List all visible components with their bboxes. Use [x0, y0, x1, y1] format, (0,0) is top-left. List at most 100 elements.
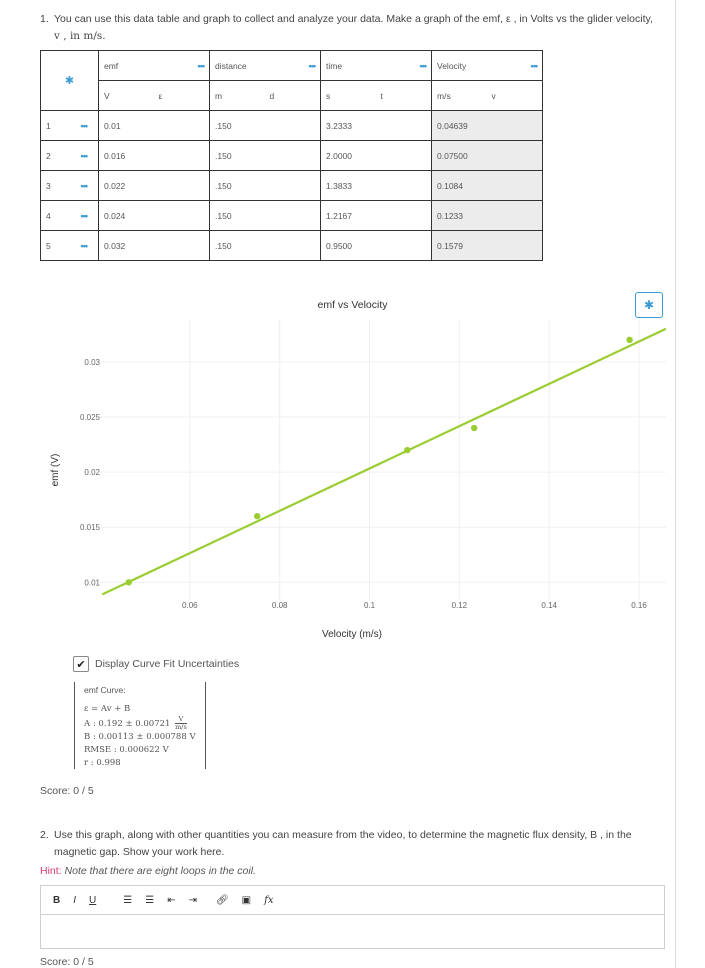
row-menu-icon[interactable]: ••• [80, 120, 89, 131]
y-tick-label: 0.03 [84, 358, 100, 367]
data-point [470, 424, 478, 432]
image-icon[interactable]: ▣ [241, 894, 252, 906]
x-axis-label: Velocity (m/s) [322, 629, 382, 640]
unit-numerator: V [175, 716, 187, 724]
y-tick-label: 0.025 [80, 413, 101, 422]
cell-emf[interactable]: 0.01 [98, 110, 210, 141]
table-row: 2 ••• 0.016 .150 2.0000 0.07500 [40, 140, 543, 171]
fit-equation: ε = Av + B [84, 704, 131, 714]
x-tick-labels: 0.06 0.08 0.1 0.12 0.14 0.16 [182, 601, 647, 610]
table-row: 3 ••• 0.022 .150 1.3833 0.1084 [40, 170, 543, 201]
display-uncertainties-toggle[interactable]: ✔ Display Curve Fit Uncertainties [73, 656, 239, 672]
y-tick-label: 0.02 [84, 468, 100, 477]
column-name-time: time [326, 60, 343, 71]
indent-icon[interactable]: ⇥ [188, 894, 197, 906]
outdent-icon[interactable]: ⇤ [167, 894, 176, 906]
link-icon[interactable]: 🔗︎ [215, 894, 229, 906]
checkbox[interactable]: ✔ [73, 656, 89, 672]
display-uncertainties-label: Display Curve Fit Uncertainties [95, 658, 240, 670]
row-index-cell[interactable]: 3 ••• [40, 170, 99, 201]
answer-editor[interactable]: B I U ☰ ☰ ⇤ ⇥ 🔗︎ ▣ fx [40, 885, 665, 949]
unit-cell[interactable]: m/s [431, 80, 487, 111]
row-menu-icon[interactable]: ••• [80, 210, 89, 221]
x-tick-label: 0.12 [452, 601, 468, 610]
question-1: 1. You can use this data table and graph … [40, 11, 670, 45]
row-menu-icon[interactable]: ••• [80, 150, 89, 161]
x-tick-label: 0.1 [364, 601, 376, 610]
cell-velocity: 0.1084 [431, 170, 543, 201]
data-point [254, 513, 261, 520]
question-2-line2: magnetic gap. Show your work here. [54, 846, 225, 858]
x-tick-label: 0.06 [182, 601, 198, 610]
y-tick-labels: 0.01 0.015 0.02 0.025 0.03 [80, 358, 101, 587]
fit-line [101, 327, 667, 596]
editor-text-area[interactable] [41, 915, 664, 949]
fit-r: r : 0.998 [84, 758, 121, 768]
underline-button[interactable]: U [89, 894, 97, 906]
column-header-distance[interactable]: distance ••• [209, 50, 321, 81]
row-menu-icon[interactable]: ••• [80, 240, 89, 251]
column-name-emf: emf [104, 60, 119, 71]
bold-button[interactable]: B [53, 894, 61, 906]
cell-time[interactable]: 2.0000 [320, 140, 432, 171]
bullet-list-icon[interactable]: ☰ [145, 894, 155, 906]
chart-settings-button[interactable]: ✱ [635, 292, 663, 318]
cell-velocity: 0.1579 [431, 230, 543, 261]
curve-fit-box: emf Curve: ε = Av + B A : 0.192 ± 0.0072… [74, 682, 206, 769]
hint-label: Hint: [40, 865, 62, 877]
formula-button[interactable]: fx [264, 894, 274, 906]
cell-distance[interactable]: .150 [209, 170, 321, 201]
column-header-emf[interactable]: emf ••• [98, 50, 210, 81]
cell-velocity: 0.07500 [431, 140, 543, 171]
row-index-cell[interactable]: 5 ••• [40, 230, 99, 261]
table-row: 4 ••• 0.024 .150 1.2167 0.1233 [40, 200, 543, 231]
cell-time[interactable]: 3.2333 [320, 110, 432, 141]
column-menu-icon[interactable]: ••• [197, 60, 206, 71]
unit-cell[interactable]: V [98, 80, 154, 111]
symbol-cell[interactable]: d [264, 80, 321, 111]
y-tick-label: 0.01 [84, 578, 100, 587]
unit-denominator: m/s [175, 723, 187, 731]
question-1-line1: You can use this data table and graph to… [54, 13, 653, 25]
cell-emf[interactable]: 0.016 [98, 140, 210, 171]
data-points [125, 336, 633, 586]
ordered-list-icon[interactable]: ☰ [123, 894, 133, 906]
row-index-cell[interactable]: 4 ••• [40, 200, 99, 231]
chart-grid [100, 320, 666, 600]
row-index: 1 [46, 120, 51, 131]
data-point [125, 579, 132, 586]
fit-rmse: RMSE : 0.000622 V [84, 745, 169, 755]
editor-toolbar: B I U ☰ ☰ ⇤ ⇥ 🔗︎ ▣ fx [41, 886, 664, 915]
score-question-2: Score: 0 / 5 [40, 956, 94, 968]
question-2-line1: Use this graph, along with other quantit… [54, 829, 632, 841]
cell-distance[interactable]: .150 [209, 110, 321, 141]
table-row: 1 ••• 0.01 .150 3.2333 0.04639 [40, 110, 543, 141]
symbol-cell[interactable]: t [375, 80, 432, 111]
cell-velocity: 0.1233 [431, 200, 543, 231]
fit-param-b: B : 0.00113 ± 0.000788 V [84, 732, 196, 742]
row-index: 2 [46, 150, 51, 161]
data-point [626, 336, 633, 344]
row-index: 4 [46, 210, 51, 221]
x-tick-label: 0.14 [541, 601, 557, 610]
score-question-1: Score: 0 / 5 [40, 785, 94, 797]
fit-param-a-unit: V m/s [175, 716, 187, 731]
cell-time[interactable]: 0.9500 [320, 230, 432, 261]
italic-button[interactable]: I [73, 894, 77, 906]
x-tick-label: 0.08 [272, 601, 288, 610]
x-tick-label: 0.16 [631, 601, 647, 610]
cell-distance[interactable]: .150 [209, 230, 321, 261]
column-name-velocity: Velocity [437, 60, 467, 71]
cell-emf[interactable]: 0.024 [98, 200, 210, 231]
column-header-time[interactable]: time ••• [320, 50, 432, 81]
row-index: 3 [46, 180, 51, 191]
page-border [675, 0, 676, 968]
column-menu-icon[interactable]: ••• [530, 60, 539, 71]
cell-velocity: 0.04639 [431, 110, 543, 141]
gear-icon[interactable]: ✱ [64, 75, 75, 87]
column-menu-icon[interactable]: ••• [308, 60, 317, 71]
data-table: ✱ emf ••• distance ••• time ••• Velocity •••… [40, 50, 543, 261]
row-menu-icon[interactable]: ••• [80, 180, 89, 191]
fit-param-a: A : 0.192 ± 0.00721 V m/s [84, 716, 205, 731]
column-menu-icon[interactable]: ••• [419, 60, 428, 71]
